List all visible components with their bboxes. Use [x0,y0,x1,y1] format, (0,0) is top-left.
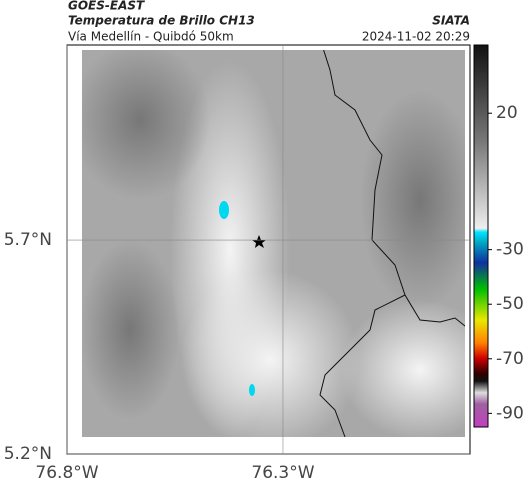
colorbar-tick-label: -50 [496,294,524,314]
datetime: 2024-11-02 20:29 [362,30,470,44]
colorbar-tick-label: -30 [496,240,524,260]
x-tick-label: 76.3°W [251,463,314,483]
x-tick-label: 76.8°W [35,463,98,483]
product: Temperatura de Brillo CH13 [68,14,255,28]
y-tick-label: 5.2°N [4,444,52,464]
satellite-image [66,44,471,455]
source: SIATA [432,14,470,28]
colorbar [473,44,489,428]
route: Vía Medellín - Quibdó 50km [68,30,234,44]
colorbar-tick-label: -90 [496,403,524,423]
colorbar-tick-label: 20 [496,103,518,123]
satellite: GOES-EAST [68,0,145,13]
colorbar-tick-label: -70 [496,349,524,369]
y-tick-label: 5.7°N [4,230,52,250]
